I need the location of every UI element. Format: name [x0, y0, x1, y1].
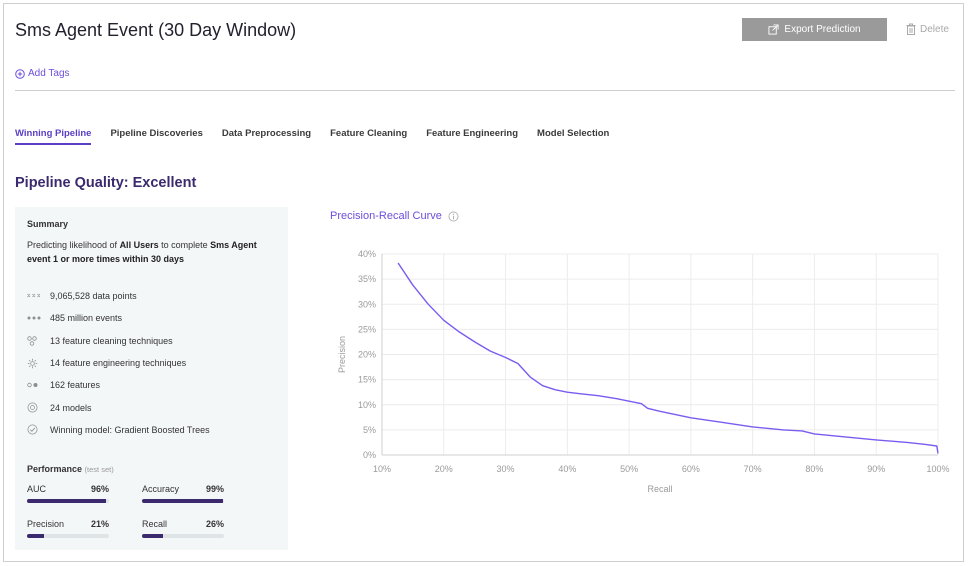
summary-desc-prefix: Predicting likelihood of — [27, 240, 120, 250]
models-icon — [27, 402, 50, 413]
features-icon — [27, 382, 50, 388]
summary-heading: Summary — [27, 219, 69, 229]
tab-feature-cleaning[interactable]: Feature Cleaning — [330, 128, 408, 139]
metric-precision-fill — [27, 534, 45, 538]
stat-engineering: 14 feature engineering techniques — [27, 352, 210, 374]
stat-winning-model: Winning model: Gradient Boosted Trees — [27, 419, 210, 441]
metric-recall: Recall 26% — [142, 519, 224, 538]
check-circle-icon — [27, 424, 50, 435]
summary-desc-users: All Users — [119, 240, 159, 250]
x-tick-label: 60% — [682, 464, 700, 474]
y-tick-label: 30% — [358, 299, 376, 309]
stat-winning-model-text: Winning model: Gradient Boosted Trees — [50, 424, 210, 435]
precision-recall-chart: 10% 20% 30% 40% 50% 60% 70% 80% 90% 100% 0% 5% 10% 15… — [337, 249, 950, 494]
tab-pipeline-discoveries[interactable]: Pipeline Discoveries — [110, 128, 203, 139]
stat-cleaning-text: 13 feature cleaning techniques — [50, 335, 173, 346]
x-axis-label: Recall — [647, 484, 672, 494]
x-tick-label: 100% — [926, 464, 949, 474]
engineering-gear-icon — [27, 358, 50, 369]
metric-accuracy-value: 99% — [205, 484, 224, 494]
summary-panel: Summary Predicting likelihood of All Use… — [15, 207, 288, 550]
summary-desc-event: Sms Agent event 1 or more times within 3… — [27, 240, 257, 264]
precision-recall-line — [397, 262, 939, 454]
y-axis-label: Precision — [337, 336, 347, 373]
performance-title: Performance — [27, 464, 83, 474]
metric-precision-name: Precision — [27, 519, 65, 529]
y-tick-label: 25% — [358, 324, 376, 334]
page-title: Sms Agent Event (30 Day Window) — [15, 20, 297, 40]
metric-auc-bar — [27, 499, 109, 503]
y-tick-label: 10% — [358, 400, 376, 410]
cleaning-icon — [27, 336, 50, 346]
summary-description: Predicting likelihood of All Users to co… — [27, 238, 277, 266]
y-tick-label: 0% — [363, 450, 376, 460]
header-divider — [15, 90, 955, 91]
trash-icon — [906, 23, 916, 35]
metric-precision: Precision 21% — [27, 519, 109, 538]
add-tags-link[interactable]: Add Tags — [15, 68, 70, 79]
performance-subtitle: (test set) — [84, 465, 114, 474]
delete-label: Delete — [920, 23, 949, 35]
stat-models: 24 models — [27, 396, 210, 418]
stat-events-text: 485 million events — [50, 313, 123, 324]
external-link-icon — [768, 24, 779, 35]
tab-feature-engineering[interactable]: Feature Engineering — [426, 128, 519, 139]
pipeline-quality-heading: Pipeline Quality: Excellent — [15, 175, 197, 191]
tab-model-selection[interactable]: Model Selection — [537, 128, 610, 139]
prediction-page: Sms Agent Event (30 Day Window) Export P… — [3, 3, 964, 562]
stat-cleaning: 13 feature cleaning techniques — [27, 330, 210, 352]
info-icon[interactable] — [448, 211, 459, 222]
metric-accuracy-fill — [142, 499, 224, 503]
tab-data-preprocessing[interactable]: Data Preprocessing — [221, 128, 312, 139]
y-tick-label: 20% — [358, 350, 376, 360]
metric-accuracy-bar — [142, 499, 224, 503]
events-icon — [27, 315, 50, 321]
chart-title: Precision-Recall Curve — [330, 210, 442, 222]
delete-button[interactable]: Delete — [906, 23, 949, 35]
export-prediction-label: Export Prediction — [784, 24, 861, 35]
metric-recall-fill — [142, 534, 164, 538]
x-tick-label: 90% — [867, 464, 885, 474]
metric-precision-bar — [27, 534, 109, 538]
data-points-icon — [27, 293, 50, 299]
add-tags-label: Add Tags — [28, 68, 70, 79]
y-tick-label: 40% — [358, 249, 376, 259]
y-tick-label: 15% — [358, 375, 376, 385]
x-tick-label: 10% — [373, 464, 391, 474]
x-tick-label: 40% — [558, 464, 576, 474]
stat-models-text: 24 models — [50, 402, 92, 413]
metric-precision-value: 21% — [90, 519, 109, 529]
metric-auc-value: 96% — [90, 484, 109, 494]
x-tick-label: 80% — [805, 464, 823, 474]
stat-engineering-text: 14 feature engineering techniques — [50, 358, 187, 369]
tab-winning-pipeline[interactable]: Winning Pipeline — [15, 128, 92, 145]
x-tick-label: 20% — [435, 464, 453, 474]
stat-features: 162 features — [27, 374, 210, 396]
chart-title-row: Precision-Recall Curve — [330, 210, 459, 222]
stat-data-points: 9,065,528 data points — [27, 285, 210, 307]
y-tick-label: 5% — [363, 425, 376, 435]
metric-recall-value: 26% — [205, 519, 224, 529]
x-tick-label: 50% — [620, 464, 638, 474]
summary-desc-middle: to complete — [158, 240, 211, 250]
performance-heading: Performance (test set) — [27, 464, 114, 474]
y-tick-label: 35% — [358, 274, 376, 284]
metric-recall-name: Recall — [142, 519, 168, 529]
summary-stats: 9,065,528 data points 485 million events… — [27, 285, 210, 441]
metric-auc-name: AUC — [27, 484, 47, 494]
export-prediction-button[interactable]: Export Prediction — [742, 18, 887, 41]
pipeline-tabs: Winning Pipeline Pipeline Discoveries Da… — [15, 128, 609, 145]
metric-recall-bar — [142, 534, 224, 538]
metric-auc: AUC 96% — [27, 484, 109, 503]
x-tick-label: 70% — [744, 464, 762, 474]
x-tick-label: 30% — [497, 464, 515, 474]
plus-circle-icon — [15, 68, 25, 79]
metric-auc-fill — [27, 499, 106, 503]
metric-accuracy: Accuracy 99% — [142, 484, 224, 503]
stat-events: 485 million events — [27, 307, 210, 329]
stat-features-text: 162 features — [50, 380, 101, 391]
metric-accuracy-name: Accuracy — [142, 484, 180, 494]
stat-data-points-text: 9,065,528 data points — [50, 291, 137, 302]
